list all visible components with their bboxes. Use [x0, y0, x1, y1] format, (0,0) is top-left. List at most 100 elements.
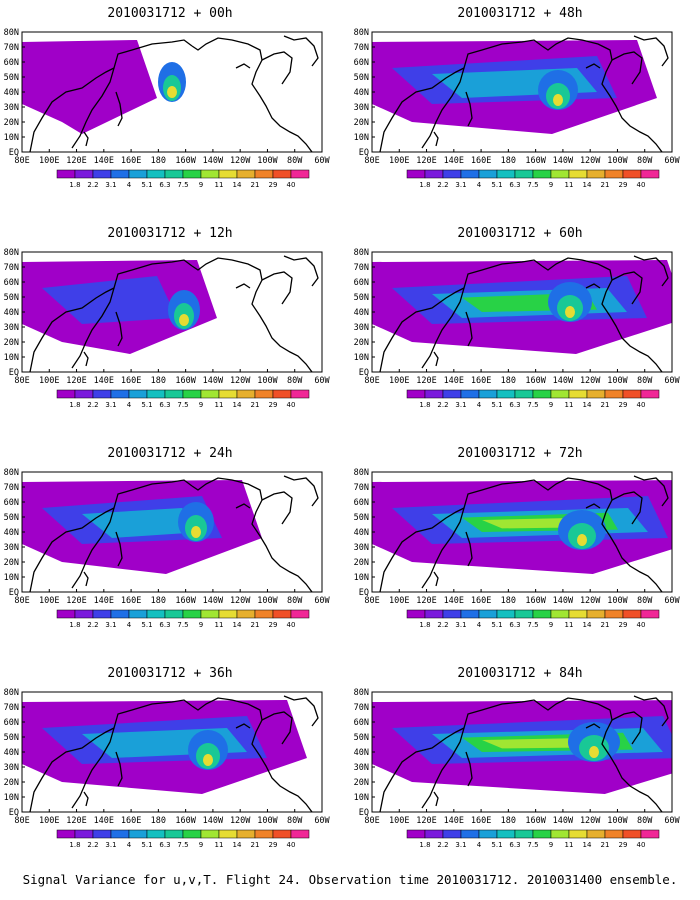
colorbar-swatch — [74, 169, 94, 179]
colorbar-swatch — [218, 609, 238, 619]
lat-tick-label: 40N — [354, 748, 369, 758]
colorbar-swatch — [604, 169, 624, 179]
lon-tick-label: 100W — [257, 816, 278, 826]
lon-tick-label: 180 — [501, 156, 516, 166]
map-panel: 2010031712 + 12h 80N 70N 60N 50N 40N 30N 20N 10N… — [0, 226, 340, 451]
lat-tick-label: EQ — [9, 588, 19, 598]
colorbar-swatch — [164, 829, 184, 839]
coastline — [585, 283, 601, 289]
lon-tick-label: 60W — [314, 596, 330, 606]
lon-tick-label: 140W — [553, 816, 574, 826]
coastline — [83, 791, 89, 807]
colorbar-label: 40 — [287, 181, 296, 189]
coastline — [541, 697, 663, 812]
lon-tick-label: 120E — [66, 156, 86, 166]
colorbar-swatch — [640, 169, 660, 179]
colorbar-swatch — [56, 829, 76, 839]
lat-tick-label: EQ — [359, 808, 369, 818]
colorbar-label: 14 — [233, 401, 242, 409]
colorbar-swatch — [514, 389, 534, 399]
lon-tick-label: 120E — [66, 596, 86, 606]
colorbar-label: 11 — [565, 841, 574, 849]
coastline — [29, 259, 193, 372]
colorbar-swatch — [182, 609, 202, 619]
colorbar-label: 4 — [127, 401, 132, 409]
colorbar-label: 14 — [233, 841, 242, 849]
colorbar-label: 11 — [565, 401, 574, 409]
coastline — [379, 259, 543, 372]
colorbar-swatch — [272, 389, 292, 399]
lon-tick-label: 80E — [14, 376, 29, 386]
coastline — [283, 695, 319, 727]
lat-tick-label: EQ — [359, 588, 369, 598]
coastline — [71, 507, 115, 589]
coastline — [421, 287, 465, 369]
colorbar-label: 9 — [549, 401, 553, 409]
lon-tick-label: 100E — [389, 376, 409, 386]
colorbar-label: 1.8 — [419, 621, 430, 629]
lat-tick-label: 30N — [4, 103, 19, 113]
colorbar-swatch — [532, 829, 552, 839]
lon-tick-label: 140W — [203, 816, 224, 826]
colorbar-swatch — [218, 169, 238, 179]
lat-tick-label: 40N — [354, 528, 369, 538]
lon-tick-label: 180 — [501, 376, 516, 386]
colorbar-label: 21 — [251, 621, 260, 629]
coastline — [465, 751, 473, 787]
colorbar-swatch — [514, 609, 534, 619]
colorbar-label: 21 — [251, 401, 260, 409]
colorbar-label: 3.1 — [105, 401, 116, 409]
lat-tick-label: 30N — [354, 323, 369, 333]
panel-title: 2010031712 + 00h — [107, 6, 233, 21]
colorbar-label: 5.1 — [141, 401, 152, 409]
colorbar-swatch — [128, 169, 148, 179]
colorbar-swatch — [218, 389, 238, 399]
colorbar-swatch — [290, 609, 310, 619]
map-panel: 2010031712 + 60h 80N 70N 60N 50N 40N 30N 20N 10N… — [350, 226, 690, 451]
colorbar-label: 29 — [619, 621, 628, 629]
colorbar-swatch — [146, 609, 166, 619]
lon-tick-label: 160W — [525, 376, 546, 386]
coastline — [283, 255, 319, 287]
colorbar-swatch — [182, 829, 202, 839]
lon-tick-label: 100W — [607, 816, 628, 826]
coastline — [379, 699, 543, 812]
colorbar-swatch — [236, 609, 256, 619]
colorbar-swatch — [56, 389, 76, 399]
coastline — [115, 531, 123, 567]
lat-tick-label: 40N — [4, 88, 19, 98]
variance-contour — [191, 526, 201, 538]
colorbar: 1.8 2.2 3.1 4 5.1 6.3 7.5 9 11 14 21 29 40 — [56, 609, 310, 629]
coastline — [191, 37, 313, 152]
colorbar-label: 29 — [269, 841, 278, 849]
lat-tick-label: 70N — [354, 263, 369, 273]
lon-tick-label: 100W — [257, 376, 278, 386]
colorbar-label: 21 — [601, 621, 610, 629]
colorbar-label: 11 — [215, 181, 224, 189]
lon-tick-label: 120E — [416, 376, 436, 386]
lon-tick-label: 140W — [203, 376, 224, 386]
colorbar-swatch — [200, 829, 220, 839]
lat-tick-label: 70N — [354, 43, 369, 53]
lat-tick-label: 30N — [4, 323, 19, 333]
colorbar-swatch — [622, 389, 642, 399]
colorbar-label: 2.2 — [87, 401, 98, 409]
variance-contour — [589, 746, 599, 758]
coastline — [71, 727, 115, 809]
colorbar-swatch — [128, 829, 148, 839]
colorbar-label: 11 — [565, 621, 574, 629]
colorbar-swatch — [74, 829, 94, 839]
colorbar-swatch — [110, 829, 130, 839]
colorbar-label: 40 — [287, 841, 296, 849]
lat-tick-label: 10N — [354, 793, 369, 803]
coastline — [115, 91, 123, 127]
map-panel: 2010031712 + 36h 80N 70N 60N 50N 40N 30N 20N 10N… — [0, 666, 340, 891]
colorbar-label: 1.8 — [69, 621, 80, 629]
colorbar-label: 7.5 — [527, 841, 538, 849]
lon-tick-label: 180 — [151, 816, 166, 826]
lon-tick-label: 160E — [471, 376, 491, 386]
coastline — [433, 131, 439, 147]
lat-tick-label: 50N — [354, 733, 369, 743]
lat-tick-label: 50N — [4, 513, 19, 523]
lon-tick-label: 120W — [230, 596, 251, 606]
